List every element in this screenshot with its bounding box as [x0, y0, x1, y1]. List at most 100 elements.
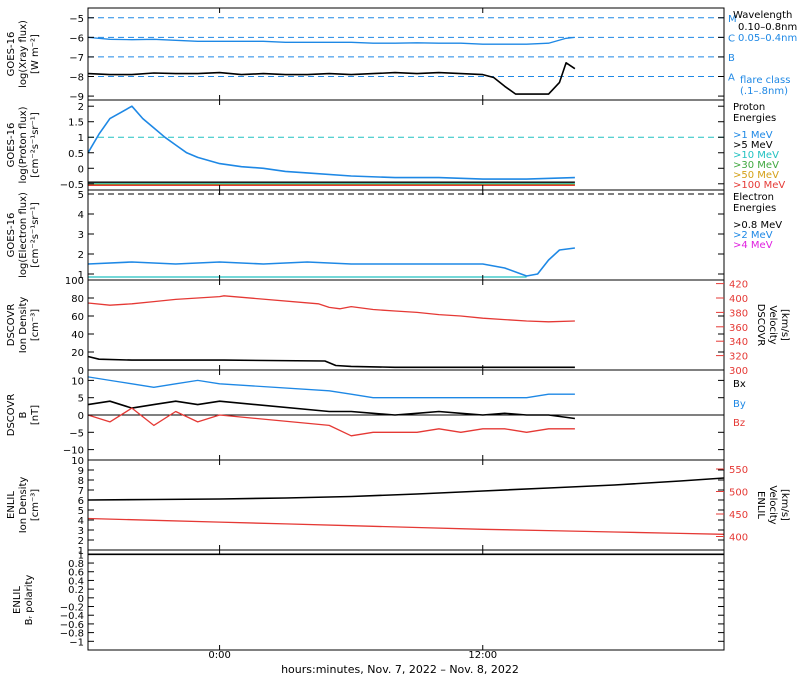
panel-dscovr_mag: −10 −5 0 5 10 DSCOVR B [nT] Bx By Bz [6, 369, 746, 461]
y-tick-label: 80 [71, 294, 84, 305]
y-axis-label: ENLIL [6, 491, 17, 519]
y-axis-label: GOES-16 [6, 123, 17, 168]
legend-title: Wavelength [733, 10, 792, 21]
legend-title: Energies [733, 203, 776, 214]
y-tick-label: −7 [69, 53, 84, 64]
legend-item: >50 MeV [733, 170, 779, 181]
y-tick-label: 4 [78, 210, 84, 221]
y-axis-label: log(Proton flux) [18, 106, 29, 183]
legend-item: >2 MeV [733, 230, 773, 241]
x-tick-label: 12:00 [468, 650, 497, 661]
right-y-tick-label: 500 [729, 488, 748, 499]
y-tick-label: 0 [78, 411, 84, 422]
y-axis-label: log(Electron flux) [18, 192, 29, 278]
y-tick-label: 5 [78, 190, 84, 201]
y-tick-label: −8 [69, 73, 84, 84]
flare-level-label: M [728, 14, 737, 25]
y-tick-label: −0.5 [60, 180, 84, 191]
series-line-2 [87, 36, 575, 45]
y-tick-label: 20 [71, 348, 84, 359]
legend-item: By [733, 399, 746, 410]
series-line-1 [87, 355, 575, 369]
right-y-tick-label: 400 [729, 533, 748, 544]
x-tick-label: 0:00 [208, 650, 230, 661]
y-tick-label: 0.8 [68, 559, 84, 570]
right-y-axis-label: [km/s] [779, 309, 790, 341]
legend-item: Bz [733, 418, 745, 429]
series-line-1 [87, 400, 576, 420]
y-tick-label: 8 [78, 476, 84, 487]
y-tick-label: −6 [69, 33, 84, 44]
flare-level-label: B [728, 53, 735, 64]
flare-class-title: (.1–.8nm) [740, 86, 788, 97]
y-tick-label: 6 [78, 496, 84, 507]
right-y-tick-label: 320 [729, 352, 748, 363]
series-line-2 [87, 295, 575, 323]
flare-level-label: A [728, 73, 735, 84]
y-axis-label: [W m⁻²] [30, 34, 41, 74]
right-y-tick-label: 420 [729, 280, 748, 291]
panel-electron: 1 2 3 4 5 GOES-16 log(Electron flux) [cm⁻²s⁻¹sr… [6, 189, 782, 281]
y-tick-label: −0.4 [60, 611, 84, 622]
y-tick-label: 40 [71, 330, 84, 341]
y-tick-label: 10 [71, 376, 84, 387]
y-tick-label: 7 [78, 486, 84, 497]
y-axis-label: [nT] [30, 405, 41, 425]
y-axis-label: Ion Density [18, 477, 29, 534]
y-tick-label: 10 [71, 456, 84, 467]
y-axis-label: [cm⁻²s⁻¹sr⁻¹] [30, 202, 41, 268]
y-tick-label: 0 [78, 594, 84, 605]
y-axis-label: DSCOVR [6, 394, 17, 437]
series-line-1 [87, 477, 725, 501]
y-tick-label: −0.6 [60, 620, 84, 631]
right-y-axis-label: [km/s] [779, 489, 790, 521]
y-tick-label: 3 [78, 230, 84, 241]
y-tick-label: 1 [78, 270, 84, 281]
legend-item: >100 MeV [733, 180, 785, 191]
flare-class-title: flare class [740, 75, 790, 86]
right-y-axis-label: ENLIL [755, 491, 766, 519]
y-axis-label: [cm⁻³] [30, 489, 41, 521]
y-tick-label: 1 [78, 550, 84, 561]
y-tick-label: 0.2 [68, 585, 84, 596]
y-tick-label: −10 [63, 446, 84, 457]
y-tick-label: 5 [78, 394, 84, 405]
series-line-1 [87, 105, 575, 180]
flare-level-label: C [728, 33, 735, 44]
y-tick-label: 4 [78, 516, 84, 527]
y-tick-label: 2 [78, 250, 84, 261]
y-tick-label: 0 [78, 366, 84, 377]
legend-title: Proton [733, 102, 765, 113]
x-axis-label: hours:minutes, Nov. 7, 2022 – Nov. 8, 20… [281, 663, 519, 676]
y-tick-label: −5 [69, 428, 84, 439]
y-axis-label: GOES-16 [6, 213, 17, 258]
y-tick-label: 2 [78, 536, 84, 547]
y-tick-label: 1.5 [68, 118, 84, 129]
right-y-tick-label: 550 [729, 465, 748, 476]
y-axis-label: ENLIL [12, 586, 23, 614]
y-tick-label: 0 [78, 164, 84, 175]
y-tick-label: 0.5 [68, 149, 84, 160]
y-axis-label: DSCOVR [6, 304, 17, 347]
y-tick-label: 5 [78, 506, 84, 517]
y-tick-label: −1 [69, 637, 84, 648]
legend-item: >1 MeV [733, 130, 773, 141]
right-y-axis-label: Velocity [767, 485, 778, 524]
legend-title: Energies [733, 113, 776, 124]
y-tick-label: −9 [69, 92, 84, 103]
right-y-tick-label: 300 [729, 366, 748, 377]
y-tick-label: −5 [69, 14, 84, 25]
series-line-2 [87, 517, 725, 535]
legend-title: Electron [733, 192, 774, 203]
series-line-1 [87, 61, 576, 95]
y-tick-label: 1 [78, 133, 84, 144]
y-axis-label: [cm⁻³] [30, 309, 41, 341]
y-tick-label: 9 [78, 466, 84, 477]
y-tick-label: −0.2 [60, 603, 84, 614]
